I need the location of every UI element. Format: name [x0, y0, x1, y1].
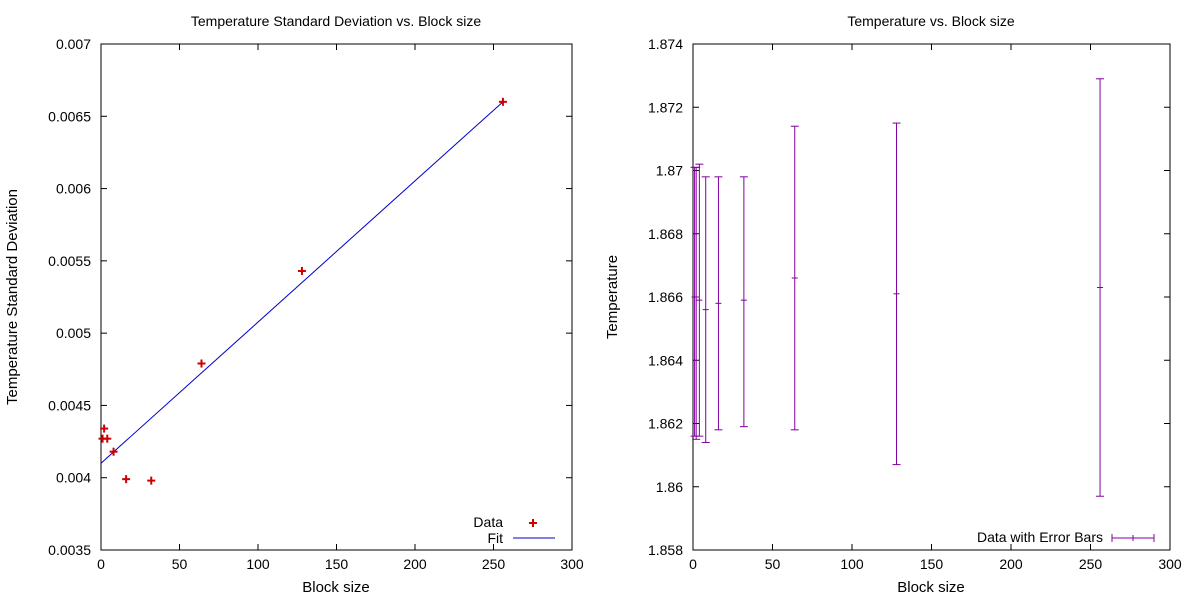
- error-bar: [692, 166, 701, 440]
- legend-label-data: Data: [473, 514, 503, 530]
- left-chart-xtick-label: 100: [246, 556, 270, 572]
- right-chart-xtick-label: 50: [765, 556, 781, 572]
- left-chart-xtick-label: 0: [97, 556, 105, 572]
- left-chart-ticks: 0 50 100 150 200 250 300 0.0035 0.004 0.0045 0.005…: [48, 36, 584, 572]
- error-bar: [714, 176, 723, 431]
- left-chart-legend: Data Fit: [473, 514, 555, 546]
- error-bar: [690, 166, 699, 437]
- data-point: [498, 97, 507, 106]
- left-chart-xtick-label: 150: [325, 556, 349, 572]
- right-chart-ytick-label: 1.862: [648, 416, 683, 432]
- right-chart-xtick-label: 100: [840, 556, 864, 572]
- data-point: [122, 475, 131, 484]
- right-chart-ticks: 0 50 100 150 200 250 300 1.858 1.86 1.862 1.864 1.8…: [648, 36, 1182, 572]
- legend-label-error-bars: Data with Error Bars: [977, 529, 1103, 545]
- right-chart-legend: Data with Error Bars: [977, 529, 1155, 545]
- left-chart-title: Temperature Standard Deviation vs. Block…: [191, 13, 481, 29]
- right-chart-ytick-label: 1.874: [648, 36, 683, 52]
- left-chart-panel: Temperature Standard Deviation vs. Block…: [4, 13, 584, 596]
- data-point: [109, 447, 118, 456]
- left-chart-ytick-label: 0.0065: [48, 108, 91, 124]
- fit-line: [100, 101, 504, 464]
- right-chart-xtick-label: 250: [1079, 556, 1103, 572]
- error-bar: [695, 163, 704, 437]
- right-chart-ytick-label: 1.866: [648, 289, 683, 305]
- error-bar: [739, 176, 748, 428]
- legend-data-marker: [529, 519, 537, 527]
- left-chart-plot-border: [100, 43, 573, 551]
- left-chart-xtick-label: 250: [482, 556, 506, 572]
- right-chart-xtick-label: 150: [920, 556, 944, 572]
- left-chart-ytick-label: 0.007: [56, 36, 91, 52]
- right-chart-ytick-label: 1.87: [656, 163, 683, 179]
- left-chart-ytick-label: 0.004: [56, 470, 91, 486]
- right-chart-ytick-label: 1.872: [648, 99, 683, 115]
- left-chart-ytick-label: 0.0035: [48, 542, 91, 558]
- error-bar: [790, 125, 799, 431]
- error-bar: [892, 122, 901, 466]
- right-chart-ytick-label: 1.868: [648, 226, 683, 242]
- left-chart-ylabel: Temperature Standard Deviation: [4, 189, 21, 405]
- right-chart-ytick-label: 1.858: [648, 542, 683, 558]
- right-chart-ytick-label: 1.864: [648, 352, 683, 368]
- data-point: [100, 424, 109, 433]
- right-chart-xtick-label: 200: [999, 556, 1023, 572]
- data-point: [147, 476, 156, 485]
- right-chart-ylabel: Temperature: [604, 255, 621, 339]
- right-chart-xtick-label: 0: [689, 556, 697, 572]
- left-chart-ytick-label: 0.006: [56, 181, 91, 197]
- left-chart-xtick-label: 200: [403, 556, 427, 572]
- right-chart-plot-border: [692, 43, 1171, 551]
- right-chart-ytick-label: 1.86: [656, 479, 683, 495]
- data-point: [197, 359, 206, 368]
- legend-swatch-data: [529, 519, 537, 527]
- right-chart-title: Temperature vs. Block size: [847, 13, 1014, 29]
- right-chart-marks: [690, 78, 1105, 497]
- legend-label-fit: Fit: [487, 530, 503, 546]
- right-chart-xtick-label: 300: [1158, 556, 1182, 572]
- left-chart-ytick-label: 0.005: [56, 325, 91, 341]
- left-chart-marks: [98, 97, 507, 485]
- left-chart-xtick-label: 50: [172, 556, 188, 572]
- error-bar: [701, 176, 710, 443]
- left-chart-ytick-label: 0.0045: [48, 397, 91, 413]
- error-bar: [1096, 78, 1105, 497]
- right-chart-xlabel: Block size: [897, 579, 965, 596]
- left-chart-xtick-label: 300: [560, 556, 584, 572]
- right-chart-panel: Temperature vs. Block size Block size Te…: [604, 13, 1182, 596]
- data-point: [103, 434, 112, 443]
- data-point: [297, 266, 306, 275]
- left-chart-ytick-label: 0.0055: [48, 253, 91, 269]
- legend-swatch-error-bars: [1111, 534, 1155, 542]
- left-chart-xlabel: Block size: [302, 579, 370, 596]
